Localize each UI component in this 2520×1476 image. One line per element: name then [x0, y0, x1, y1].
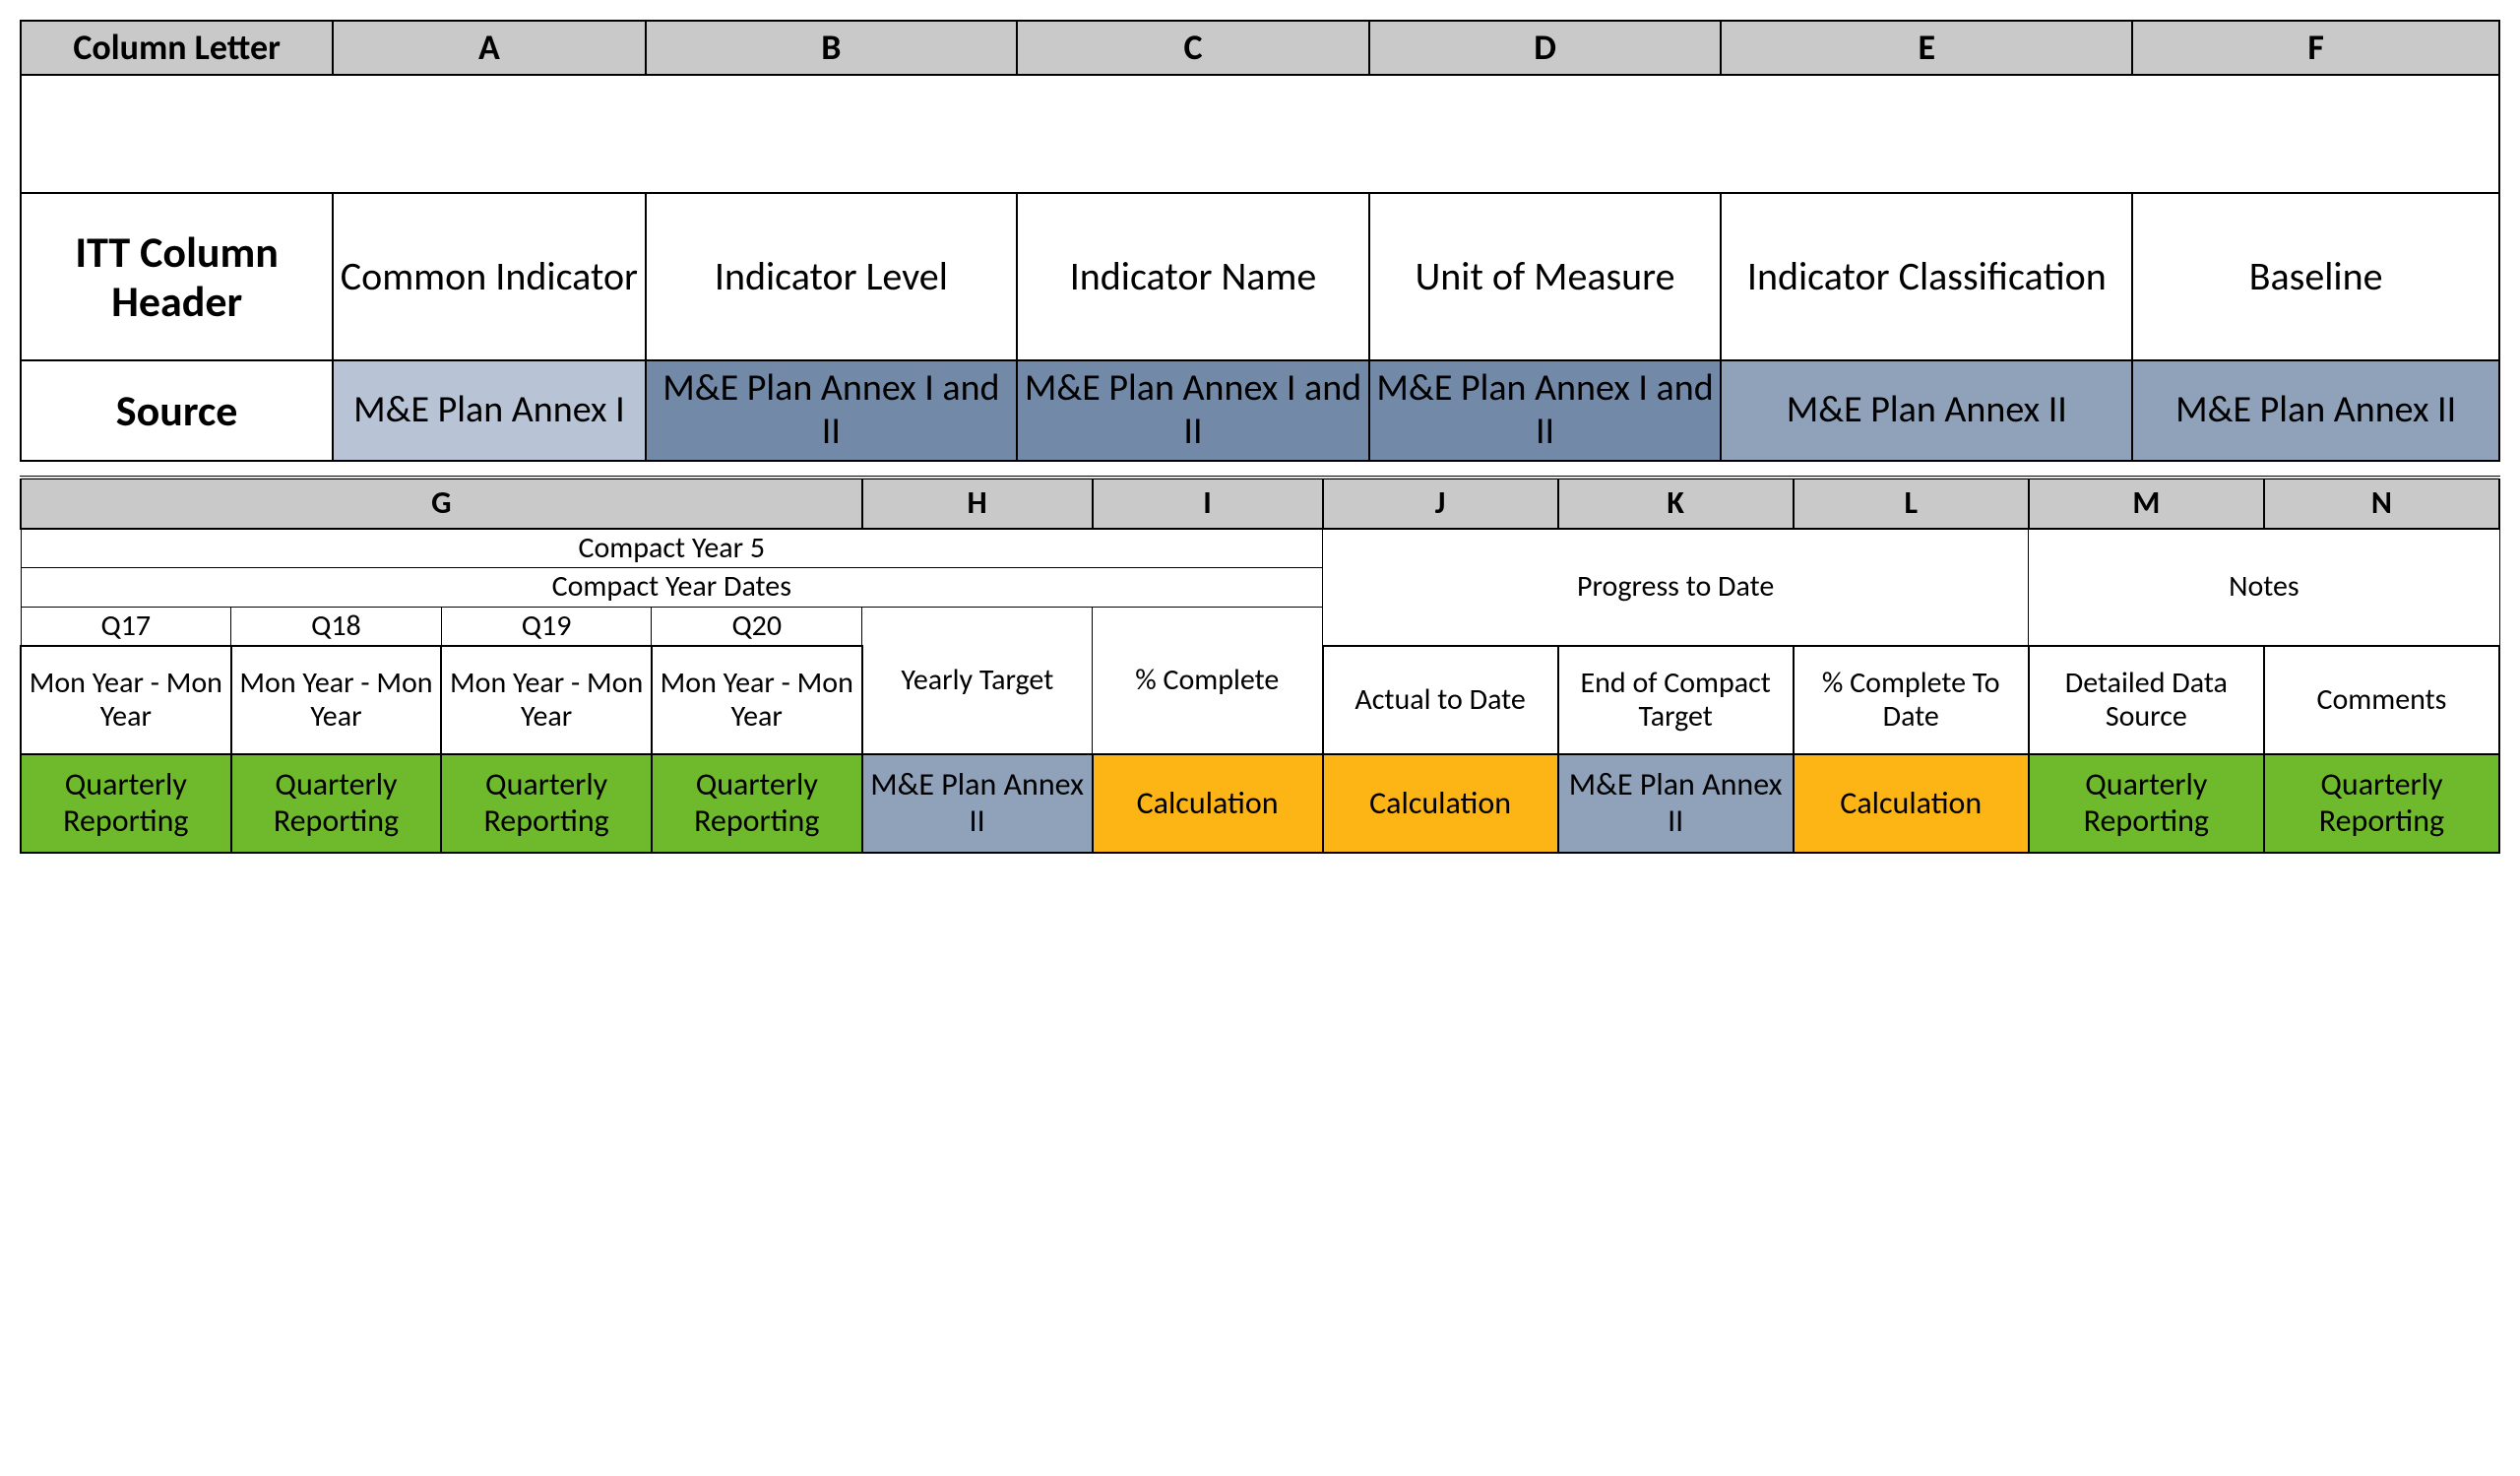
mon-year: Mon Year - Mon Year — [441, 646, 652, 754]
itt-header: Common Indicator — [333, 193, 645, 360]
col-letter: H — [862, 478, 1093, 529]
col-letter: D — [1369, 21, 1722, 75]
source-cell: Calculation — [1323, 754, 1558, 853]
col-letter: L — [1794, 478, 2029, 529]
source-cell: Quarterly Reporting — [441, 754, 652, 853]
quarter: Q18 — [231, 607, 442, 646]
mon-year: Mon Year - Mon Year — [21, 646, 231, 754]
mon-year: Mon Year - Mon Year — [652, 646, 862, 754]
col-letter: K — [1558, 478, 1794, 529]
column-letter-row: Column Letter A B C D E F — [21, 21, 2499, 75]
col-letter: C — [1017, 21, 1369, 75]
itt-header: Indicator Name — [1017, 193, 1369, 360]
col-letter: I — [1093, 478, 1323, 529]
source-cell: Quarterly Reporting — [231, 754, 442, 853]
blank-cell — [21, 75, 2499, 193]
comments: Comments — [2264, 646, 2499, 754]
actual-to-date: Actual to Date — [1323, 646, 1558, 754]
source-cell: Quarterly Reporting — [2029, 754, 2264, 853]
itt-header: Indicator Level — [646, 193, 1018, 360]
pct-complete: % Complete — [1093, 607, 1323, 754]
source-cell: Calculation — [1794, 754, 2029, 853]
source-cell: M&E Plan Annex I and II — [1369, 360, 1722, 460]
end-compact-target: End of Compact Target — [1558, 646, 1794, 754]
column-letter-row-2: G H I J K L M N — [21, 478, 2499, 529]
quarter: Q17 — [21, 607, 231, 646]
compact-year: Compact Year 5 — [21, 529, 1323, 568]
blank-row — [21, 75, 2499, 193]
notes: Notes — [2029, 529, 2499, 647]
source-label: Source — [21, 360, 333, 460]
col-letter: A — [333, 21, 645, 75]
column-letter-label: Column Letter — [21, 21, 333, 75]
col-letter: E — [1721, 21, 2132, 75]
col-letter: F — [2132, 21, 2499, 75]
source-cell: Quarterly Reporting — [2264, 754, 2499, 853]
source-row: Source M&E Plan Annex I M&E Plan Annex I… — [21, 360, 2499, 460]
source-cell: M&E Plan Annex II — [1721, 360, 2132, 460]
quarter: Q20 — [652, 607, 862, 646]
progress-to-date: Progress to Date — [1323, 529, 2029, 647]
col-letter: M — [2029, 478, 2264, 529]
detailed-data-source: Detailed Data Source — [2029, 646, 2264, 754]
itt-header-label: ITT Column Header — [21, 193, 333, 360]
compact-year-row: Compact Year 5 Progress to Date Notes — [21, 529, 2499, 568]
quarter: Q19 — [441, 607, 652, 646]
itt-table-bottom: G H I J K L M N Compact Year 5 Progress … — [20, 476, 2500, 854]
source-cell: M&E Plan Annex II — [862, 754, 1093, 853]
source-cell: M&E Plan Annex II — [1558, 754, 1794, 853]
source-cell: M&E Plan Annex I and II — [646, 360, 1018, 460]
source-cell: Quarterly Reporting — [652, 754, 862, 853]
pct-complete-to-date: % Complete To Date — [1794, 646, 2029, 754]
col-letter: N — [2264, 478, 2499, 529]
col-letter: G — [21, 478, 862, 529]
itt-table-top: Column Letter A B C D E F ITT Column Hea… — [20, 20, 2500, 462]
itt-header: Indicator Classification — [1721, 193, 2132, 360]
compact-dates: Compact Year Dates — [21, 568, 1323, 608]
source-cell: M&E Plan Annex II — [2132, 360, 2499, 460]
col-letter: B — [646, 21, 1018, 75]
col-letter: J — [1323, 478, 1558, 529]
itt-header-row: ITT Column Header Common Indicator Indic… — [21, 193, 2499, 360]
source-cell: M&E Plan Annex I and II — [1017, 360, 1369, 460]
source-cell: M&E Plan Annex I — [333, 360, 645, 460]
source-cell: Quarterly Reporting — [21, 754, 231, 853]
itt-header: Baseline — [2132, 193, 2499, 360]
mon-year: Mon Year - Mon Year — [231, 646, 442, 754]
source-cell: Calculation — [1093, 754, 1323, 853]
itt-header: Unit of Measure — [1369, 193, 1722, 360]
yearly-target: Yearly Target — [862, 607, 1093, 754]
source-row-2: Quarterly ReportingQuarterly ReportingQu… — [21, 754, 2499, 853]
